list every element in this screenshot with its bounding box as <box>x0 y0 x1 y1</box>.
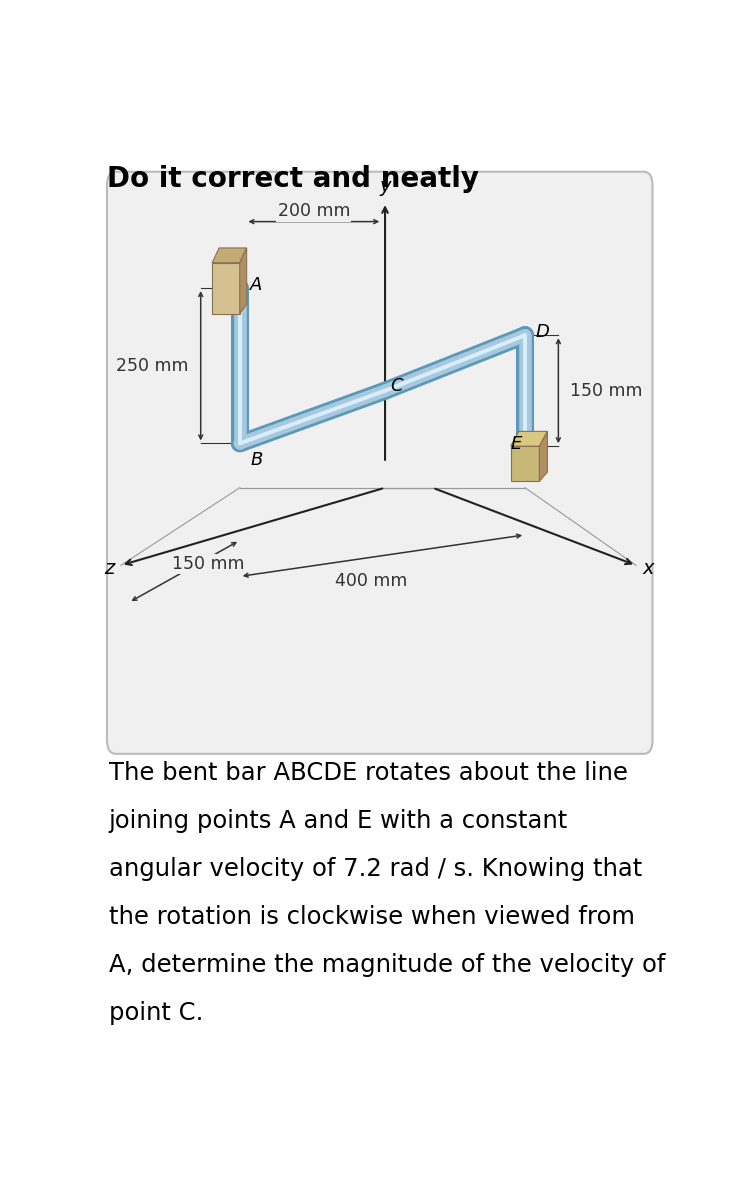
Polygon shape <box>511 431 548 446</box>
Text: A: A <box>250 276 262 294</box>
Text: 400 mm: 400 mm <box>335 572 407 590</box>
Text: D: D <box>536 324 549 342</box>
Text: A, determine the magnitude of the velocity of: A, determine the magnitude of the veloci… <box>109 954 665 978</box>
Text: 250 mm: 250 mm <box>116 356 188 374</box>
Text: C: C <box>391 377 403 395</box>
Text: 200 mm: 200 mm <box>278 203 350 221</box>
Text: point C.: point C. <box>109 1002 203 1026</box>
Text: The bent bar ABCDE rotates about the line: The bent bar ABCDE rotates about the lin… <box>109 761 628 785</box>
Text: joining points A and E with a constant: joining points A and E with a constant <box>109 809 568 833</box>
Polygon shape <box>212 263 240 313</box>
Polygon shape <box>539 431 548 481</box>
Polygon shape <box>212 248 247 263</box>
Text: y: y <box>379 176 391 196</box>
FancyBboxPatch shape <box>107 172 653 754</box>
Text: Do it correct and neatly: Do it correct and neatly <box>107 166 479 193</box>
Text: x: x <box>643 559 654 577</box>
Text: z: z <box>104 559 114 577</box>
Text: E: E <box>511 436 522 454</box>
Text: 150 mm: 150 mm <box>172 556 245 574</box>
Polygon shape <box>511 446 539 481</box>
Polygon shape <box>240 248 247 313</box>
Text: 150 mm: 150 mm <box>570 382 642 400</box>
Text: the rotation is clockwise when viewed from: the rotation is clockwise when viewed fr… <box>109 905 634 929</box>
Text: B: B <box>250 451 262 469</box>
Text: angular velocity of 7.2 rad / s. Knowing that: angular velocity of 7.2 rad / s. Knowing… <box>109 857 642 881</box>
